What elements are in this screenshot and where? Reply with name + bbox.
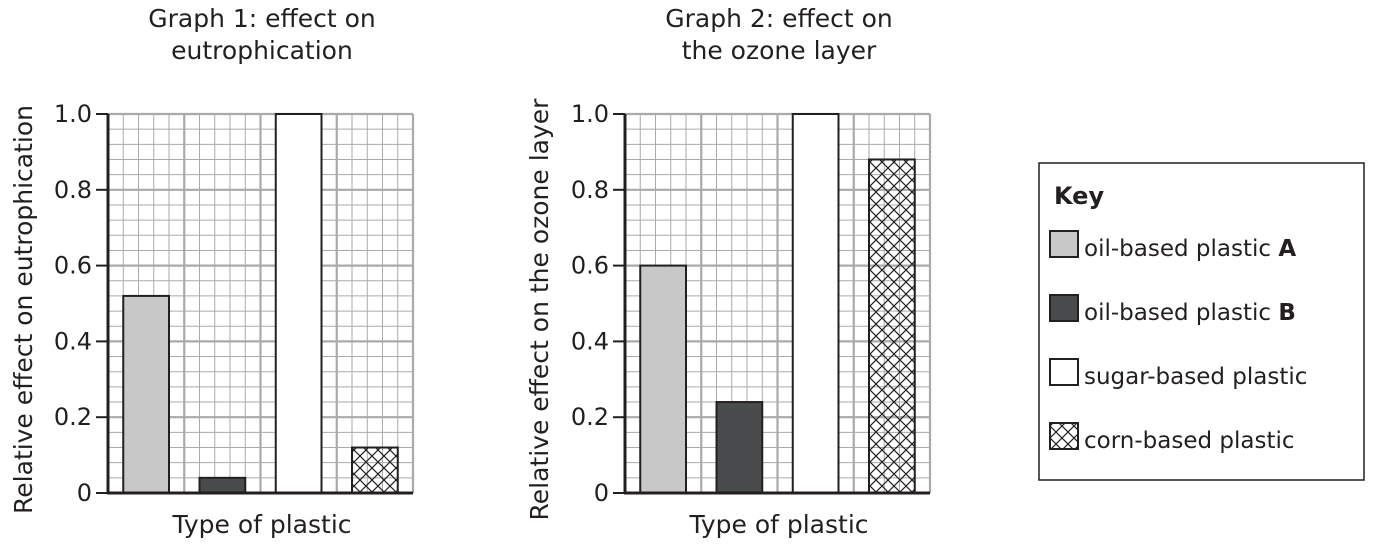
bar-sugar [274, 113, 323, 494]
legend-box [1038, 162, 1365, 481]
chart-title: Graph 1: effect on [148, 4, 376, 33]
y-tick-label: 0 [594, 479, 609, 507]
legend-swatch-A [1049, 230, 1079, 258]
chart-title: the ozone layer [682, 36, 877, 65]
bar-corn [868, 158, 916, 494]
y-tick-label: 0 [77, 479, 92, 507]
y-axis-label: Relative effect on the ozone layer [525, 98, 554, 521]
y-tick-label: 0.4 [571, 327, 609, 355]
legend-swatch-corn [1049, 422, 1079, 450]
y-tick-label: 0.8 [54, 176, 92, 204]
y-axis-label: Relative effect on eutrophication [9, 105, 38, 514]
y-tick-label: 1.0 [571, 100, 609, 128]
legend-entry-A: oil-based plastic A [1084, 236, 1296, 262]
legend: Key oil-based plastic A oil-based plastic … [1038, 162, 1365, 481]
legend-entry-corn: corn-based plastic [1084, 428, 1295, 454]
y-tick-label: 1.0 [54, 100, 92, 128]
legend-entry-B: oil-based plastic B [1084, 300, 1296, 326]
graph-2: 0 0.2 0.4 0.6 0.8 1.0 Graph 2: effect on the oz… [525, 4, 932, 539]
bar-sugar [791, 113, 840, 494]
bar-A [639, 264, 687, 494]
bar-B [198, 476, 247, 494]
legend-swatch-B [1049, 294, 1079, 322]
x-axis-label: Type of plastic [688, 510, 868, 539]
legend-entry-sugar: sugar-based plastic [1084, 364, 1307, 390]
bar-A [122, 294, 170, 495]
y-tick-label: 0.2 [571, 403, 609, 431]
y-tick-label: 0.6 [571, 252, 609, 280]
y-tick-label: 0.2 [54, 403, 92, 431]
bar-corn [351, 446, 399, 494]
chart-title: eutrophication [171, 36, 353, 65]
legend-swatch-sugar [1049, 358, 1079, 386]
x-axis-label: Type of plastic [171, 510, 351, 539]
legend-title: Key [1054, 182, 1104, 210]
y-tick-label: 0.6 [54, 252, 92, 280]
graph-1: 0 0.2 0.4 0.6 0.8 1.0 Graph 1: effect on eutrop… [9, 4, 415, 539]
y-tick-label: 0.8 [571, 176, 609, 204]
chart-title: Graph 2: effect on [665, 4, 893, 33]
y-tick-label: 0.4 [54, 327, 92, 355]
bar-B [715, 401, 764, 495]
